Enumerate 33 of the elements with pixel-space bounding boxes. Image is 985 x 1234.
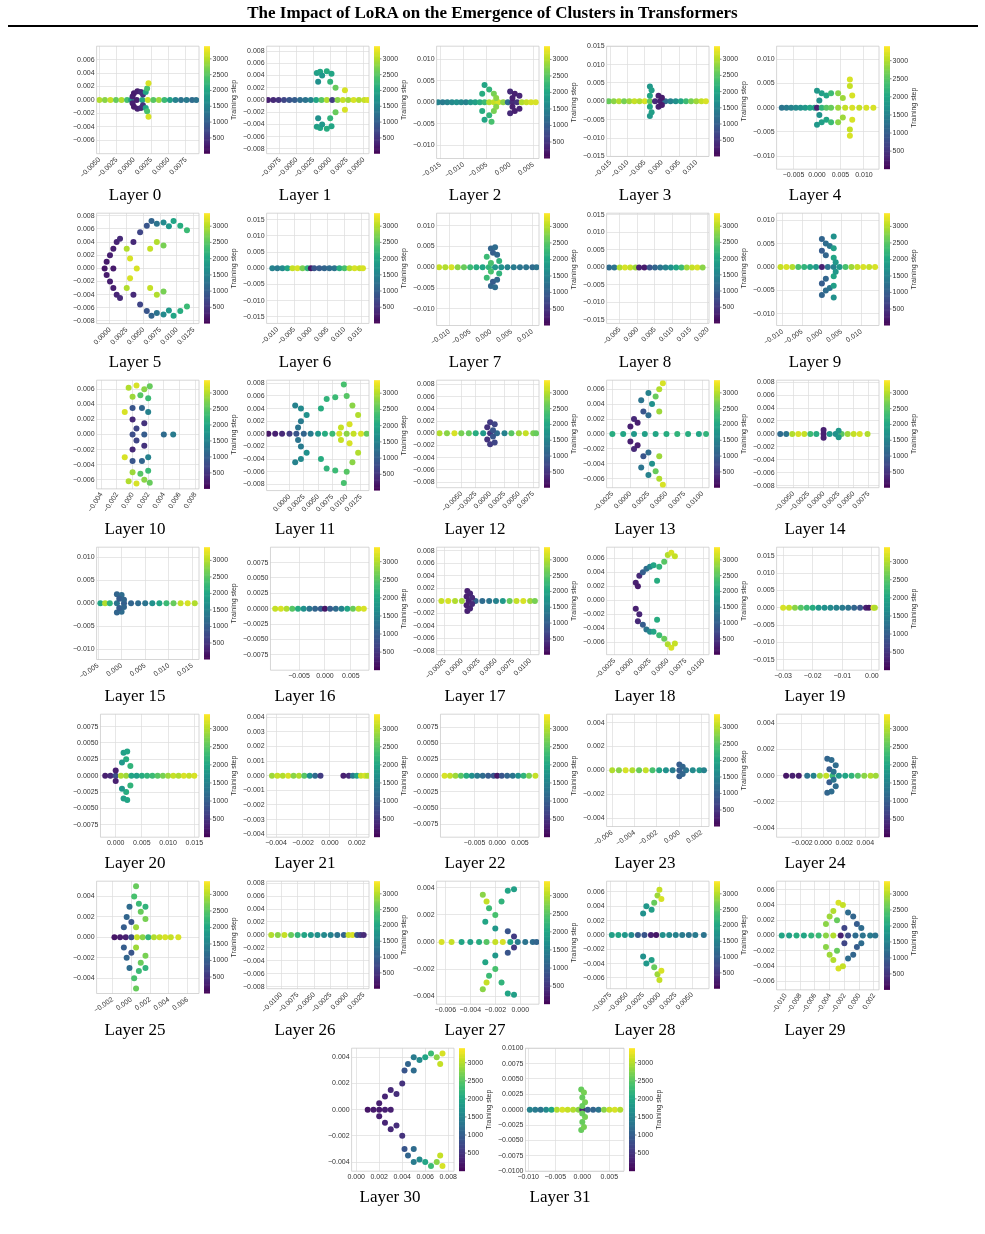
text: Layer 20 [104, 853, 166, 873]
text: Layer 26 [274, 1020, 336, 1040]
text: Layer 12 [444, 519, 506, 539]
text: Layer 6 [278, 352, 332, 372]
text: Layer 4 [788, 185, 842, 205]
text: Layer 9 [788, 352, 842, 372]
text: Layer 13 [614, 519, 676, 539]
text: Layer 30 [359, 1187, 421, 1207]
text: Layer 2 [448, 185, 502, 205]
text: The Impact of LoRA on the Emergence of Clusters in Transformers [246, 3, 739, 23]
text: Layer 22 [444, 853, 506, 873]
text: Layer 21 [274, 853, 336, 873]
text: Layer 18 [614, 686, 676, 706]
text: Layer 0 [108, 185, 162, 205]
text: Layer 24 [784, 853, 846, 873]
text: Layer 25 [104, 1020, 166, 1040]
text: Layer 31 [529, 1187, 591, 1207]
text: Layer 23 [614, 853, 676, 873]
text: Layer 11 [274, 519, 336, 539]
text: Layer 5 [108, 352, 162, 372]
text: Layer 3 [618, 185, 672, 205]
text: Layer 14 [784, 519, 846, 539]
text: Layer 15 [104, 686, 166, 706]
text: Layer 16 [274, 686, 336, 706]
text: Layer 8 [618, 352, 672, 372]
text: Layer 17 [444, 686, 506, 706]
text: Layer 10 [104, 519, 166, 539]
text: Layer 7 [448, 352, 502, 372]
text: Layer 29 [784, 1020, 846, 1040]
text: Layer 27 [444, 1020, 506, 1040]
text: Layer 28 [614, 1020, 676, 1040]
text: Layer 19 [784, 686, 846, 706]
text: Layer 1 [278, 185, 332, 205]
